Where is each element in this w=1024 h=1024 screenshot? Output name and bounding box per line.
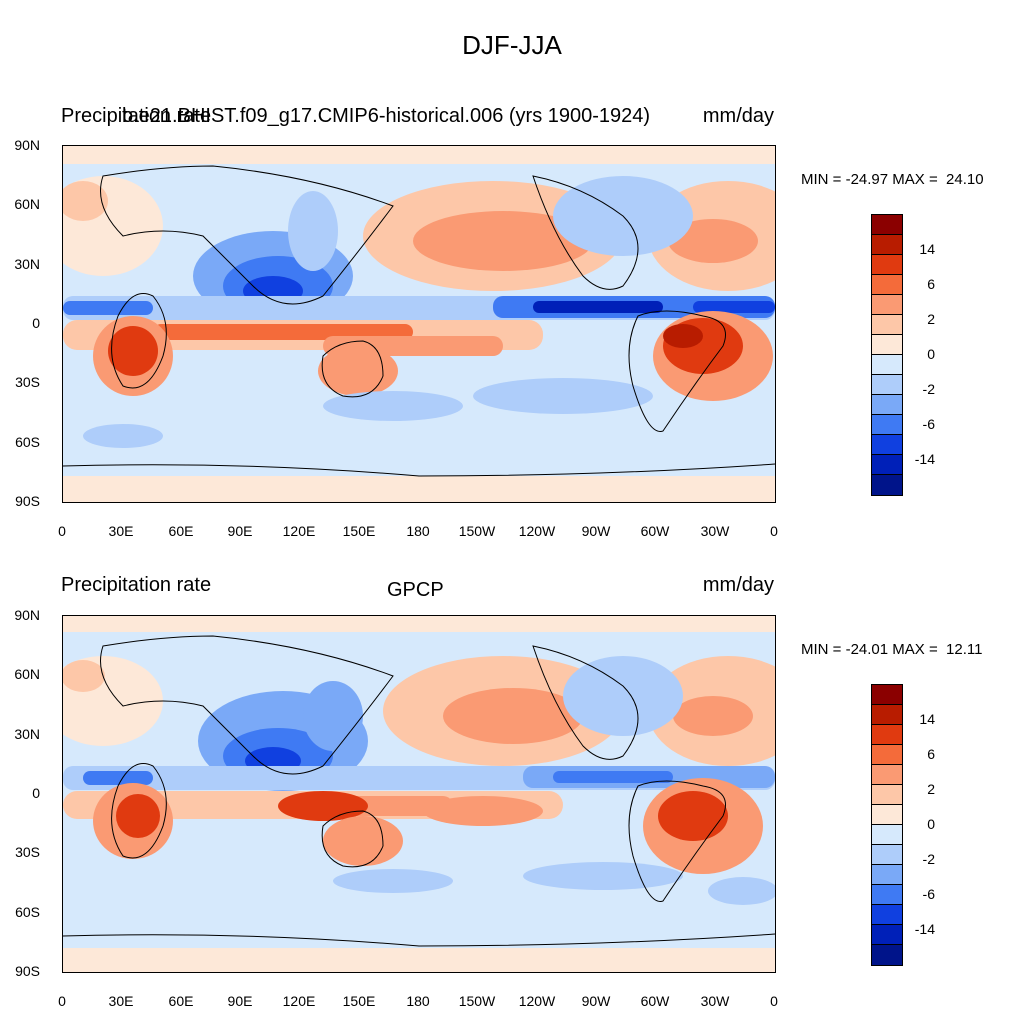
colorbar-swatch — [872, 845, 902, 865]
lat-tick: 90S — [15, 963, 40, 979]
colorbar-swatch — [872, 745, 902, 765]
colorbar-swatch — [872, 765, 902, 785]
lat-tick: 60N — [14, 196, 40, 212]
colorbar-swatch — [872, 885, 902, 905]
lon-tick: 150W — [458, 993, 496, 1009]
figure-title: DJF-JJA — [462, 30, 562, 60]
lon-tick: 0 — [770, 523, 778, 539]
colorbar-swatch — [872, 685, 902, 705]
lon-tick: 90E — [227, 993, 253, 1009]
lon-tick: 30W — [700, 523, 730, 539]
panel-left-label: Precipitation rate — [61, 105, 212, 127]
colorbar — [871, 214, 903, 496]
colorbar-swatch — [872, 865, 902, 885]
panel-center-label: b.e21.BHIST.f09_g17.CMIP6-historical.006… — [122, 105, 651, 127]
colorbar-label: 14 — [919, 241, 935, 257]
lon-tick: 0 — [58, 523, 66, 539]
colorbar-swatch — [872, 825, 902, 845]
colorbar-swatch — [872, 415, 902, 435]
lat-tick: 90N — [14, 137, 40, 153]
colorbar-swatch — [872, 235, 902, 255]
colorbar-swatch — [872, 355, 902, 375]
lon-tick: 60E — [168, 993, 194, 1009]
lon-tick: 150E — [342, 523, 376, 539]
lon-tick: 30W — [700, 993, 730, 1009]
map-graphic — [63, 616, 775, 972]
min-max-stats: MIN = -24.01 MAX = 12.11 — [801, 641, 983, 658]
colorbar-swatch — [872, 215, 902, 235]
colorbar-label: 0 — [927, 816, 935, 832]
lon-tick: 30E — [108, 993, 134, 1009]
colorbar-swatch — [872, 785, 902, 805]
lat-tick: 0 — [32, 785, 40, 801]
colorbar-swatch — [872, 805, 902, 825]
colorbar — [871, 684, 903, 966]
lon-tick: 150E — [342, 993, 376, 1009]
lon-tick: 150W — [458, 523, 496, 539]
lon-tick: 0 — [770, 993, 778, 1009]
lat-tick: 90N — [14, 607, 40, 623]
colorbar-swatch — [872, 275, 902, 295]
colorbar-label: -14 — [914, 451, 935, 467]
lon-tick: 120E — [282, 993, 316, 1009]
colorbar-swatch — [872, 455, 902, 475]
colorbar-swatch — [872, 705, 902, 725]
lon-tick: 120E — [282, 523, 316, 539]
panel-center-label: GPCP — [387, 579, 444, 601]
lat-tick: 60S — [15, 434, 40, 450]
precip-map — [62, 145, 776, 503]
panel-left-label: Precipitation rate — [61, 574, 212, 596]
lat-tick: 30S — [15, 844, 40, 860]
colorbar-swatch — [872, 475, 902, 495]
colorbar-label: 2 — [927, 781, 935, 797]
precip-map — [62, 615, 776, 973]
lat-tick: 60S — [15, 904, 40, 920]
lat-tick: 30N — [14, 726, 40, 742]
colorbar-swatch — [872, 945, 902, 965]
colorbar-label: -14 — [914, 921, 935, 937]
lon-tick: 30E — [108, 523, 134, 539]
lon-tick: 180 — [406, 993, 430, 1009]
colorbar-swatch — [872, 255, 902, 275]
colorbar-swatch — [872, 395, 902, 415]
colorbar-label: 14 — [919, 711, 935, 727]
colorbar-swatch — [872, 295, 902, 315]
colorbar-label: 6 — [927, 276, 935, 292]
colorbar-swatch — [872, 375, 902, 395]
lat-tick: 30S — [15, 374, 40, 390]
colorbar-label: -2 — [922, 851, 935, 867]
colorbar-swatch — [872, 435, 902, 455]
colorbar-swatch — [872, 925, 902, 945]
lon-tick: 90W — [581, 993, 611, 1009]
lat-tick: 90S — [15, 493, 40, 509]
lon-tick: 180 — [406, 523, 430, 539]
min-max-stats: MIN = -24.97 MAX = 24.10 — [801, 171, 984, 188]
lon-tick: 0 — [58, 993, 66, 1009]
lon-tick: 90W — [581, 523, 611, 539]
lat-tick: 30N — [14, 256, 40, 272]
lon-tick: 60W — [640, 523, 670, 539]
lon-tick: 120W — [518, 993, 556, 1009]
obs-panel: Precipitation rate GPCP mm/day MIN = -24… — [0, 470, 1024, 1009]
colorbar-swatch — [872, 335, 902, 355]
colorbar-swatch — [872, 905, 902, 925]
panel-units-label: mm/day — [702, 105, 774, 127]
map-graphic — [63, 146, 775, 502]
colorbar-label: -6 — [922, 886, 935, 902]
lat-tick: 0 — [32, 315, 40, 331]
colorbar-swatch — [872, 315, 902, 335]
lat-tick: 60N — [14, 666, 40, 682]
colorbar-label: -2 — [922, 381, 935, 397]
lon-tick: 90E — [227, 523, 253, 539]
colorbar-label: -6 — [922, 416, 935, 432]
colorbar-label: 0 — [927, 346, 935, 362]
lon-tick: 60E — [168, 523, 194, 539]
colorbar-swatch — [872, 725, 902, 745]
lon-tick: 120W — [518, 523, 556, 539]
panel-units-label: mm/day — [702, 574, 774, 596]
model-panel: Precipitation rate b.e21.BHIST.f09_g17.C… — [0, 0, 1024, 539]
colorbar-label: 2 — [927, 311, 935, 327]
lon-tick: 60W — [640, 993, 670, 1009]
colorbar-label: 6 — [927, 746, 935, 762]
